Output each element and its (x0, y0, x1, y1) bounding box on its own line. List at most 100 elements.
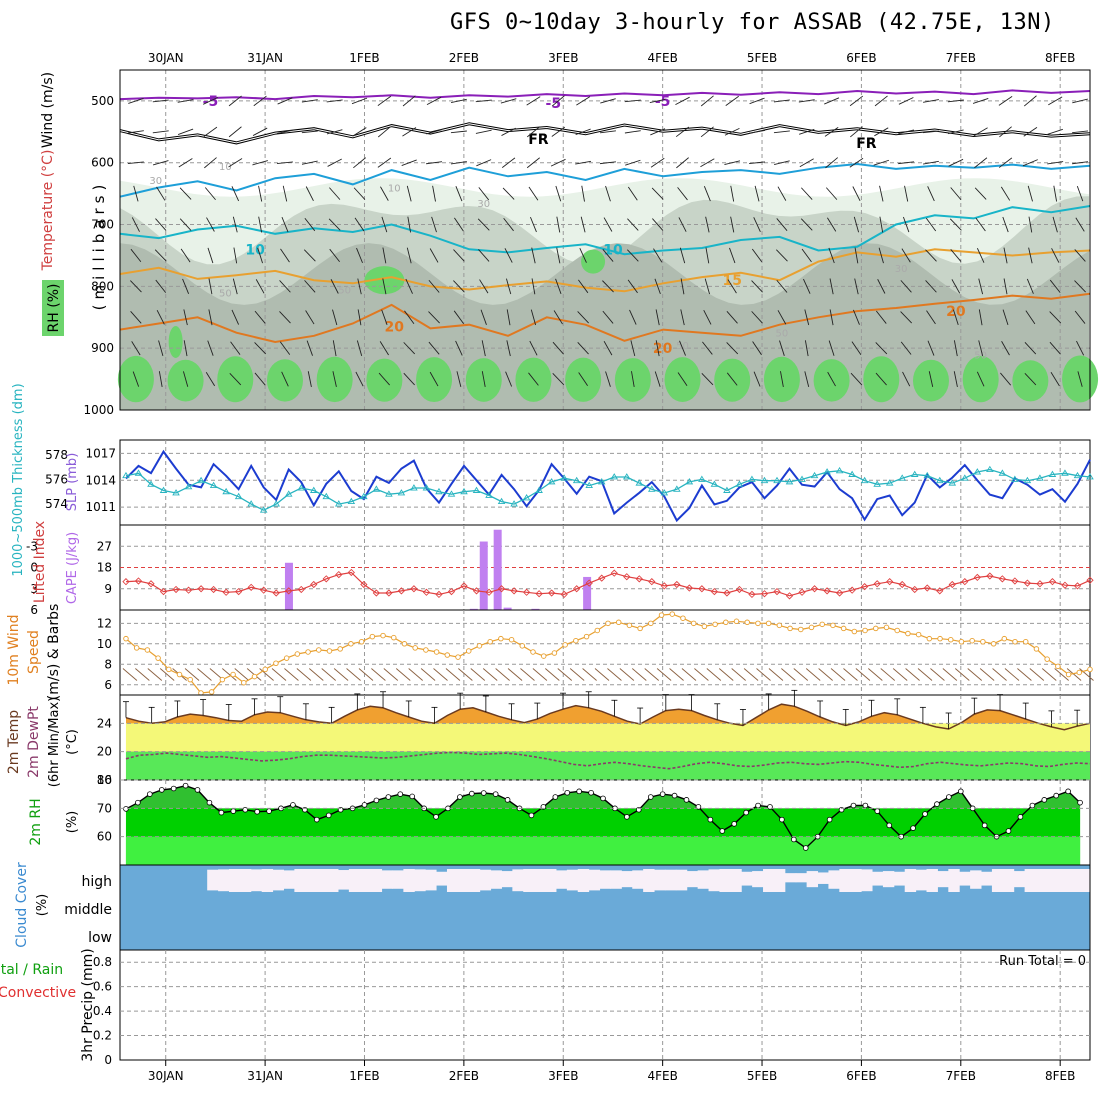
wind10m-barb (147, 668, 163, 681)
dewpt2m-line (125, 751, 1091, 770)
thickness-ytick: 578 (45, 448, 68, 462)
thickness-marker (622, 473, 631, 480)
lifted-index-marker (848, 586, 856, 594)
thickness-marker (372, 485, 381, 492)
wind-barb (1074, 280, 1086, 293)
wind10m-marker (251, 673, 258, 680)
wind-barb (332, 371, 337, 387)
rh2m-marker (934, 801, 940, 807)
wind-barb (752, 341, 762, 356)
lifted-index-marker (272, 589, 280, 597)
rh2m-marker (946, 794, 952, 800)
wind-barb (703, 186, 711, 202)
thickness-marker (335, 500, 343, 507)
wind-barb (700, 126, 714, 138)
wind10m-marker (294, 651, 301, 657)
wind-barb (777, 186, 787, 201)
rh-contour-label: 30 (895, 264, 908, 275)
rh2m-marker (409, 793, 415, 800)
wind10m-barb (122, 668, 138, 681)
thickness-marker (422, 484, 431, 491)
wind-barb (875, 310, 887, 324)
wind-barb (998, 157, 1013, 168)
wind-barb (922, 130, 939, 134)
rh2m-marker (469, 790, 475, 797)
rh-shade-green (364, 266, 405, 295)
wind-barb (927, 340, 935, 356)
wind10m-marker (755, 620, 761, 627)
rh-contour-label: 50 (676, 341, 689, 352)
wind10m-barb (420, 668, 436, 681)
wind10m-barb (520, 668, 535, 681)
wind10m-ylabel-1: 10m Wind (6, 614, 22, 685)
lifted-index-marker (134, 577, 143, 585)
date-label-top: 3FEB (548, 51, 578, 65)
li-ylabel: Lifted Index (32, 521, 48, 603)
wind-barb (727, 279, 737, 294)
wind-barb (1049, 311, 1062, 324)
date-label-bottom: 7FEB (946, 1069, 976, 1083)
wind10m-ylabel-3: (m/s) & Barbs (46, 604, 62, 701)
wind10m-ytick: 10 (97, 637, 112, 651)
wind-barb (208, 309, 213, 326)
wind-barb (629, 309, 637, 325)
wind-barb (898, 129, 915, 135)
wind10m-barb (818, 668, 833, 681)
precip-ytick: 0.2 (93, 1029, 112, 1043)
cloud-high-gap (327, 869, 339, 892)
precip-ytick: 0.8 (93, 955, 112, 969)
wind-barb (900, 341, 912, 355)
cloud-high-gap (305, 869, 317, 892)
wind-barb (426, 161, 443, 165)
date-label-bottom: 3FEB (548, 1069, 578, 1083)
wind10m-barb (395, 668, 411, 681)
wind-barb (429, 371, 439, 387)
lifted-index-marker (460, 582, 468, 590)
wind-barb (329, 187, 341, 200)
upper-air-ytick: 600 (91, 156, 114, 170)
wind10m-barb (1029, 668, 1045, 681)
wind-barb (556, 216, 561, 233)
wind-barb (1049, 279, 1061, 293)
rh2m-marker (313, 816, 320, 823)
wind-barb (528, 186, 539, 201)
rh2m-marker (1077, 799, 1083, 806)
wind-barb (650, 128, 666, 136)
wind10m-barb (545, 668, 560, 681)
wind10m-barb (979, 668, 995, 681)
wind-barb (853, 216, 860, 233)
cloud-high-gap (283, 870, 295, 889)
wind10m-barb (333, 668, 349, 681)
cloud-high-gap (948, 869, 960, 892)
wind10m-barb (905, 668, 920, 681)
wind-barb (602, 310, 614, 324)
cloud-high-gap (501, 871, 513, 888)
lifted-index-marker (986, 572, 994, 580)
wind-barb (705, 216, 710, 233)
cloud-high-gap (675, 869, 688, 891)
wind-barb (1027, 185, 1033, 202)
wind-barb (677, 372, 688, 386)
wind-barb (578, 372, 588, 386)
wind10m-barb (234, 668, 250, 681)
wind-barb (152, 160, 169, 166)
isotherm-label: 20 (385, 320, 405, 336)
cape-bar (493, 529, 502, 610)
wind-barb (127, 161, 144, 164)
cloud-high-gap (926, 869, 938, 892)
wind-barb (382, 278, 387, 295)
cloud-high-gap (817, 872, 829, 884)
wind10m-ytick: 8 (104, 657, 112, 671)
cloud-high-gap (893, 871, 906, 886)
slp-ylabel: SLP (mb) (65, 453, 80, 512)
wind-barb (279, 280, 291, 293)
rh2m-marker (147, 791, 153, 797)
date-label-bottom: 2FEB (449, 1069, 479, 1083)
rh2m-marker (397, 791, 404, 797)
wind-barb (1023, 126, 1038, 137)
wind-barb (1028, 216, 1033, 233)
wind-barb (1050, 372, 1060, 387)
wind-barb (203, 97, 218, 105)
date-label-top: 30JAN (148, 51, 184, 65)
